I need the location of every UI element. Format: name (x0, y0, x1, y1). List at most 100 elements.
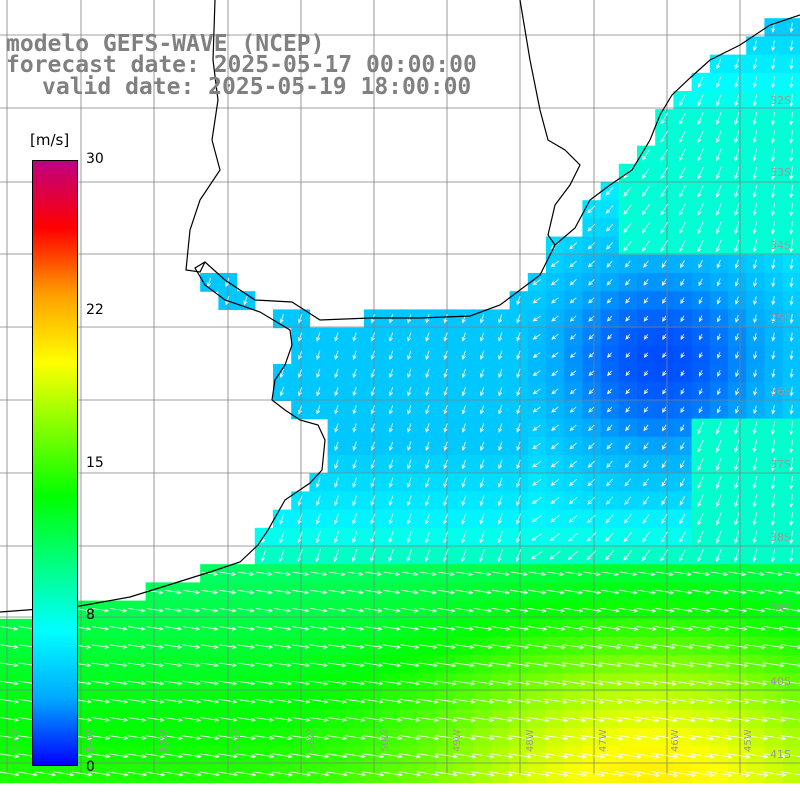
wind-cell (564, 309, 583, 329)
wind-arrow (497, 513, 503, 525)
wind-arrow (254, 680, 274, 686)
wind-arrow (623, 222, 633, 234)
wind-arrow (370, 350, 375, 360)
wind-arrow (761, 753, 787, 759)
wind-arrow (770, 439, 776, 454)
wind-arrow (697, 476, 704, 489)
wind-arrow (272, 753, 293, 759)
wind-arrow (532, 370, 541, 377)
wind-arrow (219, 571, 237, 577)
wind-arrow (746, 607, 766, 613)
wind-arrow (673, 607, 693, 613)
wind-arrow (660, 221, 668, 234)
wind-arrow (334, 495, 339, 507)
wind-arrow (352, 423, 357, 433)
wind-arrow (480, 332, 485, 342)
wind-arrow (715, 494, 722, 508)
wind-arrow (370, 423, 375, 433)
wind-arrow (717, 369, 721, 377)
wind-arrow (181, 735, 202, 741)
wind-cell (618, 491, 638, 511)
wind-arrow (273, 626, 292, 631)
wind-arrow (605, 205, 614, 214)
wind-arrow (352, 386, 357, 397)
wind-arrow (388, 459, 394, 470)
wind-arrow (550, 515, 560, 523)
wind-arrow (690, 626, 712, 631)
wind-arrow (255, 608, 274, 613)
wind-arrow (443, 495, 448, 507)
wind-arrow (614, 752, 642, 759)
wind-arrow (109, 626, 128, 631)
wind-arrow (669, 771, 697, 778)
wind-cell (637, 400, 656, 420)
wind-arrow (715, 130, 722, 144)
wind-arrow (346, 571, 364, 577)
wind-arrow (389, 350, 394, 360)
wind-arrow (472, 644, 493, 650)
wind-arrow (35, 771, 57, 777)
wind-arrow (727, 626, 748, 631)
wind-arrow (219, 608, 237, 613)
wind-arrow (290, 753, 311, 759)
wind-arrow (783, 571, 800, 577)
wind-arrow (744, 662, 767, 668)
wind-arrow (743, 734, 769, 741)
wind-arrow (315, 495, 321, 507)
wind-arrow (531, 479, 542, 486)
wind-arrow (491, 626, 511, 631)
wind-arrow (669, 734, 697, 741)
wind-arrow (752, 166, 758, 180)
wind-arrow (654, 607, 675, 613)
wind-arrow (308, 735, 330, 741)
wind-arrow (298, 368, 303, 379)
wind-arrow (498, 332, 503, 342)
wind-arrow (717, 388, 721, 396)
wind-arrow (587, 460, 595, 468)
wind-arrow (398, 771, 422, 777)
wind-arrow (279, 513, 285, 525)
wind-cell (546, 418, 565, 438)
wind-arrow (734, 94, 740, 107)
colorbar-tick-30: 30 (86, 151, 104, 167)
wind-arrow (298, 314, 303, 324)
wind-arrow (436, 626, 456, 631)
wind-cell (655, 200, 674, 219)
wind-arrow (90, 771, 111, 777)
wind-arrow (461, 495, 467, 507)
wind-cell (527, 327, 547, 347)
wind-arrow (568, 514, 578, 523)
wind-arrow (461, 386, 466, 397)
wind-arrow (524, 734, 550, 741)
wind-arrow (344, 735, 366, 741)
wind-arrow (181, 771, 202, 777)
wind-arrow (516, 477, 521, 488)
wind-arrow (382, 662, 402, 668)
wind-arrow (315, 548, 321, 563)
wind-arrow (498, 459, 503, 470)
wind-arrow (370, 368, 375, 379)
wind-cell (655, 145, 674, 165)
wind-arrow (237, 644, 256, 649)
wind-arrow (655, 571, 674, 577)
wind-arrow (716, 315, 721, 323)
wind-cell (673, 491, 693, 511)
wind-arrow (199, 753, 220, 759)
wind-cell (673, 182, 693, 201)
wind-arrow (297, 548, 303, 563)
wind-arrow (0, 662, 19, 668)
wind-cell (673, 436, 693, 456)
wind-arrow (771, 387, 776, 397)
wind-arrow (734, 259, 739, 269)
wind-arrow (624, 442, 631, 450)
wind-arrow (527, 607, 547, 613)
wind-arrow (126, 753, 147, 759)
wind-arrow (633, 734, 660, 741)
wind-arrow (600, 589, 620, 595)
wind-cell (564, 491, 583, 511)
wind-arrow (752, 530, 758, 544)
wind-arrow (706, 734, 733, 741)
wind-arrow (381, 717, 403, 722)
wind-arrow (532, 352, 541, 358)
wind-cell (564, 546, 583, 565)
